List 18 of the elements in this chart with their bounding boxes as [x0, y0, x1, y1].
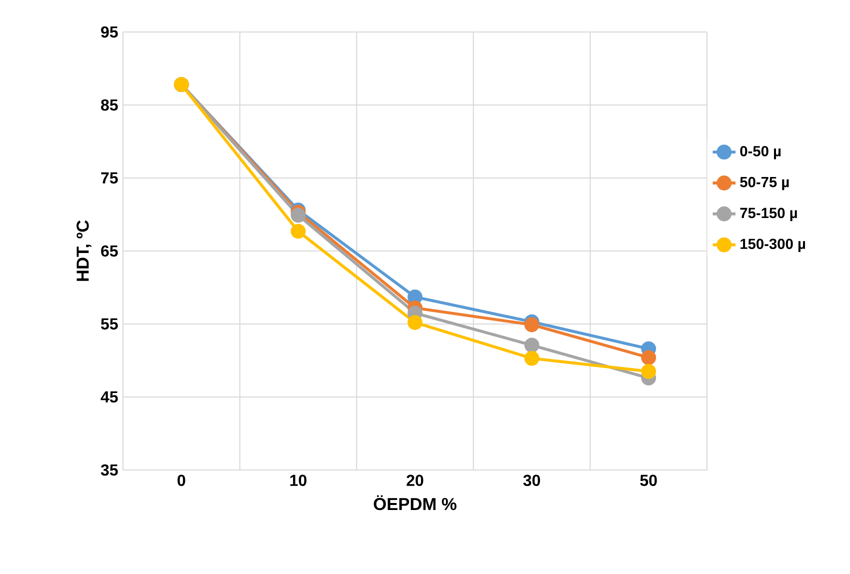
legend-label: 0-50 µ [740, 146, 781, 160]
y-tick-label: 85 [101, 99, 118, 111]
y-tick-label: 45 [100, 391, 118, 403]
x-tick-label: 30 [523, 474, 540, 486]
legend-label: 75-150 µ [740, 208, 797, 222]
x-tick-label: 0 [178, 474, 186, 486]
x-tick-label: 50 [640, 474, 657, 486]
legend-label: 50-75 µ [740, 176, 789, 190]
y-axis-title: HDT, ºC [76, 220, 92, 281]
y-tick-label: 65 [101, 245, 118, 257]
x-tick-label: 10 [290, 474, 306, 486]
y-tick-label: 95 [101, 26, 118, 38]
y-tick-label: 55 [101, 318, 118, 330]
y-tick-label: 75 [101, 172, 118, 184]
y-tick-label: 35 [100, 464, 118, 476]
legend-label: 150-300 µ [740, 238, 806, 252]
x-axis-title: ÖEPDM % [374, 495, 456, 510]
x-tick-label: 20 [406, 474, 424, 486]
